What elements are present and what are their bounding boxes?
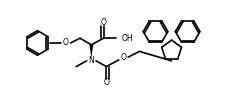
Text: OH: OH xyxy=(121,34,133,43)
Text: N: N xyxy=(88,56,94,65)
Polygon shape xyxy=(89,45,93,58)
Text: O: O xyxy=(103,78,109,87)
Text: O: O xyxy=(63,38,69,47)
Text: O: O xyxy=(120,53,126,62)
Text: O: O xyxy=(100,18,106,27)
